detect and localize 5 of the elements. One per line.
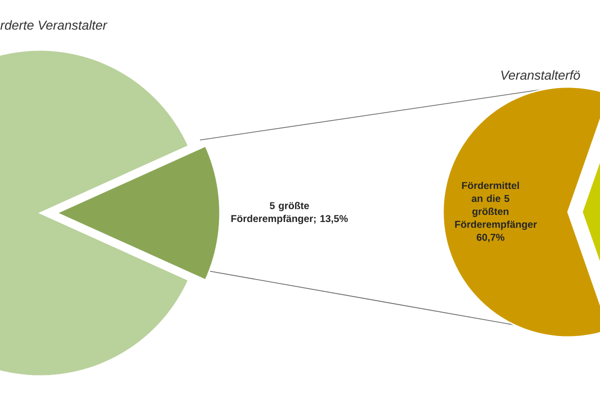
- chart-title: rderte Veranstalter: [0, 20, 108, 30]
- slice-label: 5 größte Förderempfänger; 13,5%: [231, 202, 348, 224]
- slice-label: Fördermittel an die 5 größten Förderempfänger: [455, 182, 537, 230]
- data-label: 60,7%: [476, 234, 504, 242]
- chart-title: Veranstalterfö: [501, 70, 580, 80]
